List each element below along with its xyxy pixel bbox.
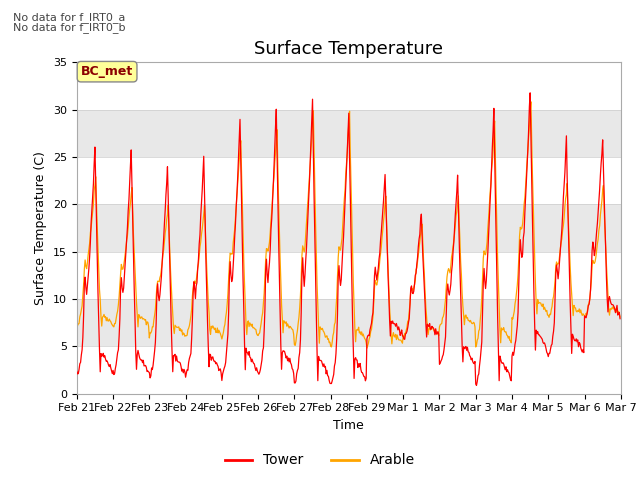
Y-axis label: Surface Temperature (C): Surface Temperature (C)	[35, 151, 47, 305]
Text: BC_met: BC_met	[81, 65, 133, 78]
Text: No data for f_IRT0_a: No data for f_IRT0_a	[13, 12, 125, 23]
Text: No data for f_IRT0_b: No data for f_IRT0_b	[13, 22, 125, 33]
Legend: Tower, Arable: Tower, Arable	[219, 448, 421, 473]
Bar	[77, 299, 621, 346]
Bar	[77, 204, 621, 252]
X-axis label: Time: Time	[333, 419, 364, 432]
Bar	[77, 110, 621, 157]
Title: Surface Temperature: Surface Temperature	[254, 40, 444, 58]
